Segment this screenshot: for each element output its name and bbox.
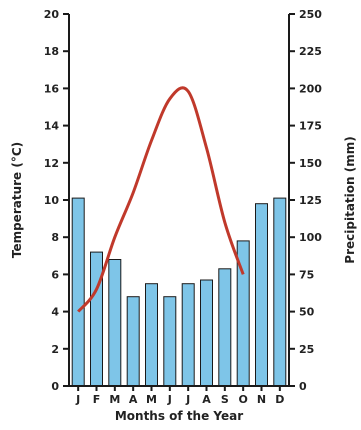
bar-2 xyxy=(108,259,122,387)
y-right-axis-title: Precipitation (mm) xyxy=(343,136,357,263)
bar-3 xyxy=(126,296,140,387)
y-left-tick-label-9: 18 xyxy=(44,45,59,58)
x-tick-label-6: J xyxy=(185,393,190,406)
y-left-ticks: 0 2 4 6 8 10 12 14 16 18 20 xyxy=(44,8,69,393)
x-tick-label-10: N xyxy=(257,393,266,406)
y-right-tick-label-5: 125 xyxy=(299,194,322,207)
y-left-tick-label-5: 10 xyxy=(44,194,60,207)
line-series xyxy=(77,86,245,313)
y-left-tick-label-8: 16 xyxy=(44,82,60,95)
y-right-tick-label-6: 150 xyxy=(299,157,322,170)
bar-1 xyxy=(90,251,103,387)
y-left-axis-title: Temperature (°C) xyxy=(10,142,24,258)
y-right-tick-label-7: 175 xyxy=(299,120,322,133)
bar-6 xyxy=(181,283,195,387)
x-axis-title: Months of the Year xyxy=(115,409,243,423)
bar-7 xyxy=(200,279,213,387)
y-left-tick-label-7: 14 xyxy=(44,120,60,133)
y-left-tick-label-4: 8 xyxy=(51,231,59,244)
x-tick-label-9: O xyxy=(238,393,247,406)
y-left-tick-label-1: 2 xyxy=(51,343,59,356)
x-tick-label-4: M xyxy=(146,393,157,406)
y-right-tick-label-1: 25 xyxy=(299,343,314,356)
bar-10 xyxy=(255,203,268,387)
bar-4 xyxy=(145,283,158,387)
x-tick-label-2: M xyxy=(109,393,120,406)
y-right-ticks: 0 25 50 75 100 125 150 175 200 225 250 xyxy=(289,8,322,393)
y-right-tick-label-9: 225 xyxy=(299,45,322,58)
x-tick-label-11: D xyxy=(275,393,284,406)
y-left-tick-label-6: 12 xyxy=(44,157,59,170)
y-right-tick-label-8: 200 xyxy=(299,82,322,95)
bar-5 xyxy=(163,296,177,387)
y-left-tick-label-0: 0 xyxy=(51,380,59,393)
y-left-tick-label-2: 4 xyxy=(51,306,59,319)
bar-series xyxy=(71,197,287,387)
y-right-tick-label-0: 0 xyxy=(299,380,307,393)
y-right-tick-label-10: 250 xyxy=(299,8,322,21)
y-right-tick-label-3: 75 xyxy=(299,268,314,281)
x-tick-label-3: A xyxy=(129,393,138,406)
x-tick-label-8: S xyxy=(221,393,229,406)
y-left-tick-label-3: 6 xyxy=(51,268,59,281)
x-tick-label-1: F xyxy=(93,393,101,406)
y-right-tick-label-2: 50 xyxy=(299,306,315,319)
x-tick-label-7: A xyxy=(202,393,211,406)
y-left-tick-label-10: 20 xyxy=(44,8,60,21)
bar-8 xyxy=(218,268,232,387)
x-tick-label-5: J xyxy=(167,393,172,406)
bar-0 xyxy=(71,197,85,387)
bar-11 xyxy=(273,197,287,387)
x-tick-label-0: J xyxy=(75,393,80,406)
y-right-tick-label-4: 100 xyxy=(299,231,322,244)
